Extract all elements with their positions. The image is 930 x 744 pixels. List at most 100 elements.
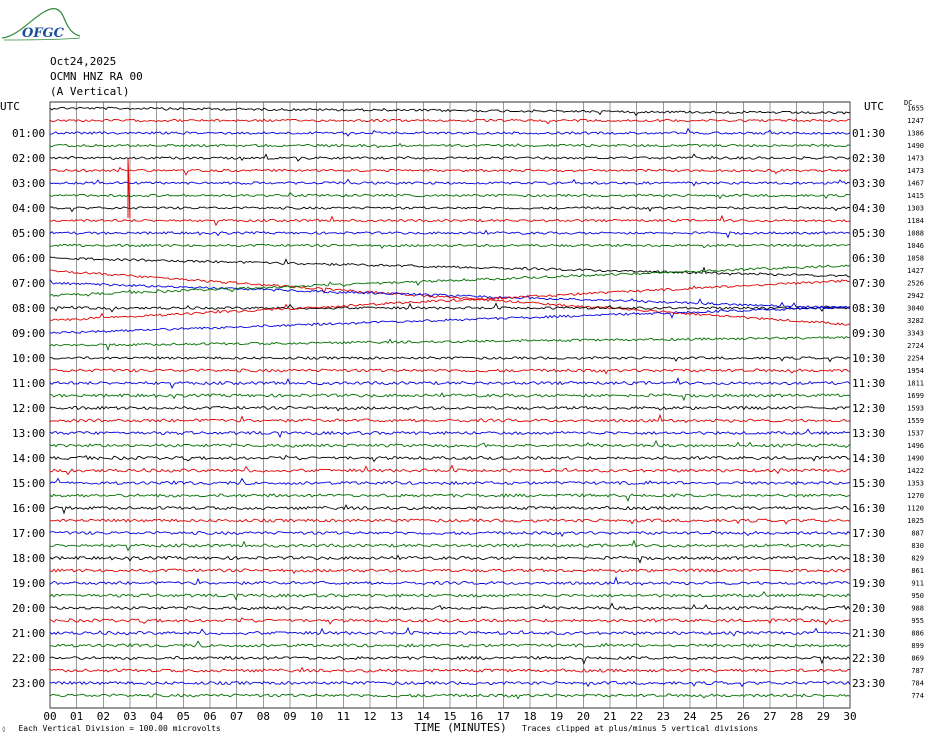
trace-line — [49, 305, 851, 334]
right-time-label: 21:30 — [852, 627, 885, 640]
trace-line — [50, 269, 851, 326]
trace-count-label: 2942 — [907, 292, 924, 300]
x-tick-label: 06 — [203, 710, 216, 723]
left-time-label: 17:00 — [12, 527, 45, 540]
trace-line — [49, 264, 851, 297]
trace-count-label: 1353 — [907, 480, 924, 488]
trace-count-label: 2254 — [907, 355, 924, 363]
x-tick-label: 19 — [550, 710, 563, 723]
x-tick-label: 11 — [337, 710, 350, 723]
trace-count-label: 1270 — [907, 492, 924, 500]
trace-count-label: 1537 — [907, 430, 924, 438]
component-label: (A Vertical) — [50, 85, 130, 98]
trace-count-label: 861 — [911, 567, 924, 575]
trace-line — [49, 206, 850, 213]
left-time-label: 09:00 — [12, 327, 45, 340]
right-time-label: 01:30 — [852, 127, 885, 140]
trace-count-label: 988 — [911, 605, 924, 613]
trace-count-label: 1490 — [907, 142, 924, 150]
trace-line — [49, 680, 851, 688]
left-time-label: 15:00 — [12, 477, 45, 490]
trace-line — [49, 477, 851, 486]
logo-swoosh-icon — [1, 8, 81, 41]
trace-line — [49, 576, 851, 586]
right-time-label: 15:30 — [852, 477, 885, 490]
right-time-labels: 01:30 02:30 03:30 04:30 05:30 06:30 07:30 08:30… — [852, 127, 885, 690]
left-time-label: 07:00 — [12, 277, 45, 290]
x-tick-label: 29 — [817, 710, 830, 723]
right-time-label: 23:30 — [852, 677, 885, 690]
x-tick-label: 13 — [390, 710, 403, 723]
trace-count-label: 1467 — [907, 180, 924, 188]
left-time-label: 19:00 — [12, 577, 45, 590]
x-tick-label: 30 — [843, 710, 856, 723]
trace-count-label: 1025 — [907, 517, 924, 525]
left-time-label: 20:00 — [12, 602, 45, 615]
chart-grid — [49, 101, 851, 709]
trace-count-label: 787 — [911, 667, 924, 675]
station-code: OCMN HNZ RA 00 — [50, 70, 143, 83]
trace-line — [49, 413, 851, 424]
trace-count-label: 3040 — [907, 305, 924, 313]
trace-count-label: 1559 — [907, 417, 924, 425]
trace-count-label: 950 — [911, 592, 924, 600]
seismic-traces — [49, 106, 851, 700]
x-tick-label: 02 — [97, 710, 110, 723]
x-tick-label: 14 — [417, 710, 431, 723]
trace-line — [49, 229, 851, 239]
trace-count-label: 1046 — [907, 242, 924, 250]
x-tick-label: 17 — [497, 710, 510, 723]
right-time-label: 20:30 — [852, 602, 885, 615]
right-time-label: 03:30 — [852, 177, 885, 190]
x-tick-label: 26 — [737, 710, 750, 723]
scale-note: ◊ Each Vertical Division = 100.00 microv… — [2, 724, 221, 733]
right-time-label: 02:30 — [852, 152, 885, 165]
x-tick-label: 00 — [43, 710, 56, 723]
left-time-label: 23:00 — [12, 677, 45, 690]
x-tick-label: 28 — [790, 710, 803, 723]
trace-line — [49, 356, 851, 363]
right-axis-title: UTC — [864, 100, 884, 113]
trace-line — [49, 539, 851, 552]
left-time-label: 11:00 — [12, 377, 45, 390]
scale-mark-icon: ◊ — [2, 726, 6, 733]
trace-count-label: 1496 — [907, 442, 924, 450]
left-time-label: 16:00 — [12, 502, 45, 515]
right-time-label: 04:30 — [852, 202, 885, 215]
trace-line — [49, 118, 850, 125]
trace-line — [49, 392, 851, 402]
trace-count-label: 887 — [911, 530, 924, 538]
x-tick-label: 07 — [230, 710, 243, 723]
trace-line — [49, 504, 851, 515]
trace-line — [49, 454, 851, 463]
trace-line — [49, 568, 851, 574]
left-time-label: 13:00 — [12, 427, 45, 440]
x-tick-label: 01 — [70, 710, 83, 723]
left-time-label: 21:00 — [12, 627, 45, 640]
x-tick-label: 20 — [577, 710, 590, 723]
right-time-label: 16:30 — [852, 502, 885, 515]
trace-count-label: 829 — [911, 555, 924, 563]
x-tick-label: 24 — [683, 710, 697, 723]
trace-line — [49, 336, 851, 352]
trace-line — [49, 191, 851, 200]
x-axis-ticks: 00 01 02 03 04 05 06 07 08 09 10 11 12 13 14 15 16 17 18 19… — [43, 710, 856, 723]
trace-count-label: 1303 — [907, 205, 924, 213]
left-time-label: 01:00 — [12, 127, 45, 140]
trace-line — [49, 405, 851, 412]
trace-line — [49, 518, 851, 525]
count-column-header: DC — [904, 99, 912, 107]
trace-line — [49, 602, 851, 611]
right-time-label: 10:30 — [852, 352, 885, 365]
trace-line — [49, 493, 851, 502]
trace-line — [49, 655, 851, 665]
x-tick-label: 21 — [603, 710, 616, 723]
trace-line — [49, 214, 851, 227]
left-time-label: 06:00 — [12, 252, 45, 265]
x-tick-label: 08 — [257, 710, 270, 723]
right-time-label: 17:30 — [852, 527, 885, 540]
right-time-label: 06:30 — [852, 252, 885, 265]
trace-line — [49, 554, 851, 564]
right-time-label: 09:30 — [852, 327, 885, 340]
